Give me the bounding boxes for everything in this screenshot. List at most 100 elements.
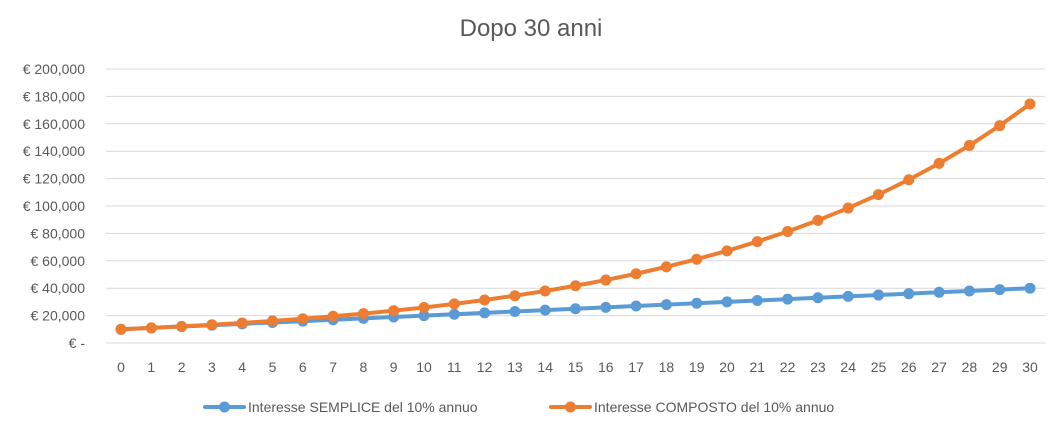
data-point (570, 280, 581, 292)
data-point (873, 289, 884, 301)
data-point (297, 313, 309, 325)
x-tick-label: 11 (447, 359, 462, 375)
x-tick-label: 4 (238, 359, 246, 375)
data-point (1024, 282, 1036, 294)
x-tick-label: 8 (360, 359, 368, 375)
x-tick-label: 28 (962, 359, 978, 375)
data-point (448, 298, 460, 310)
x-tick-label: 26 (901, 359, 917, 375)
data-point (842, 290, 854, 302)
data-point (570, 303, 581, 315)
x-tick-label: 1 (147, 359, 155, 375)
data-point (782, 293, 794, 305)
x-tick-label: 18 (659, 359, 675, 375)
y-tick-label: € 120,000 (23, 171, 85, 187)
x-tick-label: 12 (477, 359, 493, 375)
x-tick-label: 10 (416, 359, 432, 375)
y-tick-label: € 140,000 (23, 143, 85, 159)
data-point (539, 285, 551, 297)
data-point (994, 120, 1006, 132)
legend-marker (565, 401, 576, 413)
y-tick-label: € - (69, 335, 86, 351)
data-point (145, 322, 157, 334)
x-tick-label: 22 (780, 359, 796, 375)
legend-label: Interesse SEMPLICE del 10% annuo (248, 399, 478, 415)
y-axis-tick-labels: € - € 20,000 € 40,000 € 60,000 € 80,000 € 100… (23, 61, 86, 351)
data-point (479, 307, 491, 319)
data-point (873, 189, 884, 201)
y-tick-label: € 60,000 (31, 253, 86, 269)
series-2 (115, 98, 1036, 335)
data-point (418, 310, 430, 322)
x-tick-label: 9 (390, 359, 398, 375)
y-tick-label: € 20,000 (31, 308, 86, 324)
legend-marker (219, 401, 230, 413)
data-point (327, 310, 339, 322)
data-point (115, 323, 127, 335)
legend-item: Interesse SEMPLICE del 10% annuo (203, 399, 478, 415)
legend-label: Interesse COMPOSTO del 10% annuo (594, 399, 834, 415)
data-point (357, 308, 369, 320)
x-tick-label: 6 (299, 359, 307, 375)
x-tick-label: 29 (992, 359, 1008, 375)
data-point (206, 319, 218, 331)
data-point (903, 288, 915, 300)
data-point (721, 245, 733, 257)
data-point (782, 225, 794, 237)
data-point (388, 305, 400, 317)
data-point (660, 261, 672, 273)
data-point (448, 308, 460, 320)
x-axis-tick-labels: 0 1 2 3 4 5 6 7 8 9 10 11 12 13 14 15 16 17 18 19 20 21 22 23 24… (117, 359, 1038, 375)
x-tick-label: 2 (178, 359, 186, 375)
data-point (660, 299, 672, 311)
data-point (691, 253, 703, 265)
x-tick-label: 15 (568, 359, 584, 375)
y-tick-label: € 180,000 (23, 88, 85, 104)
data-point (539, 304, 551, 316)
y-tick-label: € 80,000 (31, 225, 86, 241)
data-point (267, 315, 278, 327)
x-tick-label: 17 (628, 359, 644, 375)
data-point (600, 301, 612, 313)
x-tick-label: 19 (689, 359, 705, 375)
data-point (812, 214, 824, 226)
x-tick-label: 3 (208, 359, 216, 375)
x-tick-label: 21 (750, 359, 766, 375)
x-tick-label: 27 (931, 359, 947, 375)
data-point (963, 285, 975, 297)
data-point (479, 294, 491, 306)
data-point (751, 295, 763, 307)
x-tick-label: 25 (871, 359, 887, 375)
y-tick-label: € 40,000 (31, 280, 86, 296)
series-layer (115, 98, 1036, 335)
x-tick-label: 20 (719, 359, 735, 375)
data-point (842, 202, 854, 214)
x-tick-label: 5 (269, 359, 277, 375)
gridlines (106, 68, 1045, 344)
legend: Interesse SEMPLICE del 10% annuo Interess… (203, 399, 834, 415)
data-point (721, 296, 733, 308)
data-point (963, 139, 975, 151)
x-tick-label: 13 (507, 359, 523, 375)
data-point (600, 274, 612, 286)
data-point (933, 286, 945, 298)
data-point (236, 317, 248, 329)
legend-item: Interesse COMPOSTO del 10% annuo (549, 399, 834, 415)
data-point (630, 300, 642, 312)
x-tick-label: 30 (1022, 359, 1038, 375)
x-tick-label: 14 (537, 359, 553, 375)
data-point (691, 297, 703, 309)
data-point (630, 268, 642, 280)
chart-title: Dopo 30 anni (460, 15, 603, 42)
data-point (1024, 98, 1036, 110)
data-point (933, 157, 945, 169)
data-point (903, 174, 915, 186)
x-tick-label: 24 (840, 359, 856, 375)
x-tick-label: 7 (329, 359, 337, 375)
data-point (509, 305, 521, 317)
data-point (509, 290, 521, 302)
y-tick-label: € 200,000 (23, 61, 85, 77)
y-tick-label: € 100,000 (23, 198, 85, 214)
